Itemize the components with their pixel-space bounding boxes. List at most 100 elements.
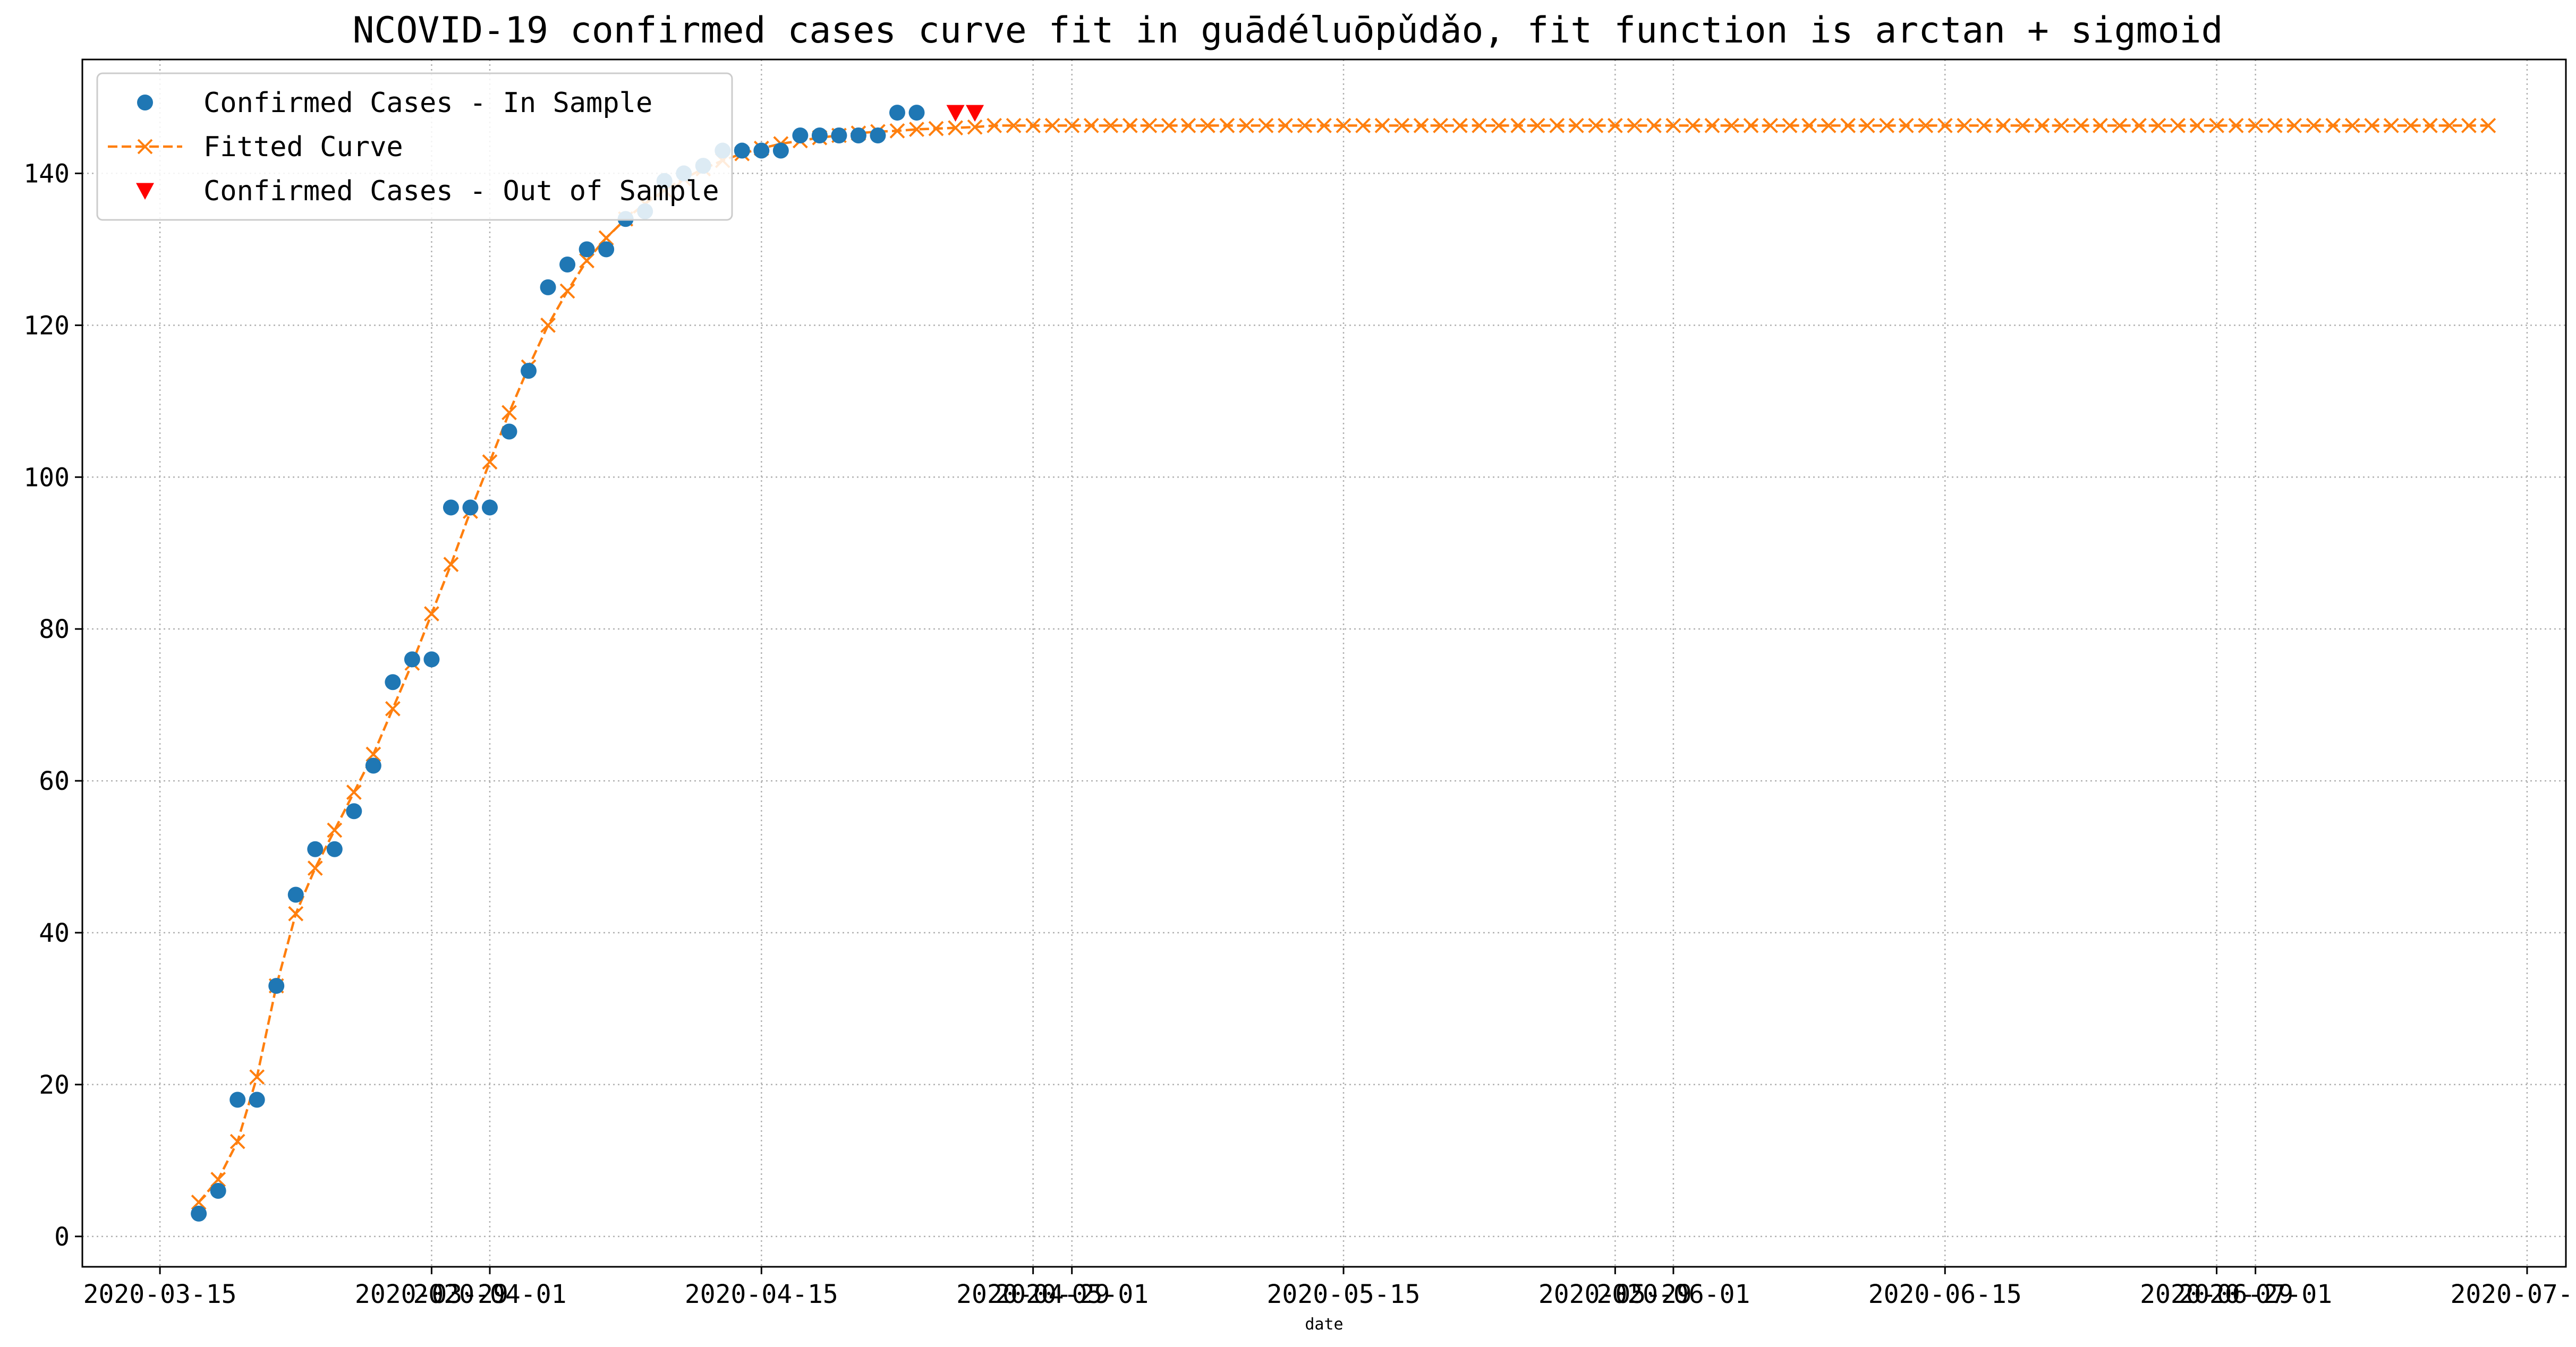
x-marker-stroke <box>1452 117 1468 133</box>
fitted-curve-point <box>1976 117 1992 133</box>
x-marker-stroke <box>2461 117 2477 133</box>
fitted-curve-point <box>1685 117 1701 133</box>
x-marker-stroke <box>1898 117 1914 133</box>
x-marker-stroke <box>889 123 905 139</box>
fitted-curve-point <box>2053 117 2069 133</box>
fitted-curve-point <box>1258 117 1274 133</box>
fitted-curve-point <box>385 701 401 717</box>
x-marker-stroke <box>967 119 983 135</box>
x-marker-stroke <box>385 701 401 717</box>
fitted-curve-point <box>1044 117 1060 133</box>
fitted-curve-point <box>2383 117 2399 133</box>
x-marker-stroke <box>1976 117 1992 133</box>
x-marker-stroke <box>1937 117 1953 133</box>
x-marker-stroke <box>1568 117 1584 133</box>
x-marker-stroke <box>2150 117 2166 133</box>
x-marker-stroke <box>1685 117 1701 133</box>
x-marker-stroke <box>1704 117 1720 133</box>
fitted-curve-point <box>889 123 905 139</box>
fitted-curve-point <box>2014 117 2030 133</box>
x-marker-stroke <box>2403 117 2419 133</box>
fitted-curve-point <box>1316 117 1332 133</box>
fitted-curve-point <box>1180 117 1196 133</box>
legend-entry-out-of-sample: Confirmed Cases - Out of Sample <box>136 175 719 207</box>
x-marker-stroke <box>288 906 304 922</box>
x-marker-stroke <box>2306 117 2322 133</box>
out-of-sample-point <box>966 105 984 122</box>
fitted-curve-point <box>1006 117 1022 133</box>
x-marker-stroke <box>1200 117 1215 133</box>
x-tick-label: 2020-04-29 <box>956 1280 1110 1309</box>
fitted-curve-point <box>948 120 963 136</box>
x-marker-stroke <box>1724 117 1739 133</box>
legend-marker-circle <box>137 95 153 110</box>
x-marker-stroke <box>2170 117 2186 133</box>
in-sample-point <box>579 241 595 258</box>
fitted-curve-point <box>1103 117 1119 133</box>
x-marker-stroke <box>1336 117 1351 133</box>
x-marker-stroke <box>1122 117 1138 133</box>
fitted-curve-point <box>443 557 459 573</box>
in-sample-point <box>540 279 556 295</box>
fitted-curve-point <box>928 121 944 137</box>
x-marker-stroke <box>579 253 595 269</box>
y-tick-label: 120 <box>23 311 70 340</box>
fitted-curve-line <box>198 124 2488 1203</box>
fitted-curve-point <box>307 860 323 876</box>
in-sample-point <box>307 841 324 857</box>
x-marker-stroke <box>365 746 381 762</box>
in-sample-point <box>229 1092 246 1108</box>
x-marker-stroke <box>1355 117 1371 133</box>
fitted-curve-point <box>1374 117 1390 133</box>
x-marker-stroke <box>1588 117 1604 133</box>
fitted-curve-point <box>1433 117 1449 133</box>
y-tick-label: 80 <box>39 615 70 644</box>
x-marker-stroke <box>2267 117 2283 133</box>
fitted-curve-point <box>210 1172 226 1188</box>
x-marker-stroke <box>928 121 944 137</box>
in-sample-point <box>210 1183 226 1199</box>
fitted-curve-point <box>1859 117 1875 133</box>
x-marker-stroke <box>2383 117 2399 133</box>
x-marker-stroke <box>2189 117 2205 133</box>
x-marker-stroke <box>1665 117 1681 133</box>
fitted-curve-point <box>967 119 983 135</box>
x-marker-stroke <box>909 122 924 137</box>
out-of-sample-series <box>946 105 984 122</box>
x-marker-stroke <box>1374 117 1390 133</box>
x-marker-stroke <box>2442 117 2458 133</box>
fitted-curve-point <box>501 405 517 421</box>
fitted-curve-point <box>2073 117 2089 133</box>
x-marker-stroke <box>2209 117 2224 133</box>
x-marker-stroke <box>1433 117 1449 133</box>
fitted-curve-point <box>1918 117 1934 133</box>
x-marker-stroke <box>2325 117 2341 133</box>
in-sample-point <box>753 142 770 159</box>
x-marker-stroke <box>1083 117 1099 133</box>
fitted-curve-point <box>1801 117 1817 133</box>
fitted-curve-point <box>1336 117 1351 133</box>
fitted-curve-point <box>1995 117 2011 133</box>
x-marker-stroke <box>1549 117 1565 133</box>
x-marker-stroke <box>1879 117 1895 133</box>
x-marker-stroke <box>2480 117 2496 133</box>
legend-entry-in-sample: Confirmed Cases - In Sample <box>137 87 652 119</box>
in-sample-point <box>385 674 401 690</box>
fitted-curve-point <box>1743 117 1759 133</box>
x-marker-stroke <box>1840 117 1856 133</box>
x-axis-label: date <box>1305 1315 1343 1334</box>
fitted-curve-point <box>2306 117 2322 133</box>
x-marker-stroke <box>1529 117 1545 133</box>
fitted-curve-point <box>1355 117 1371 133</box>
fitted-curve-point <box>327 822 343 838</box>
fitted-curve-point <box>1665 117 1681 133</box>
x-marker-stroke <box>1394 117 1410 133</box>
x-marker-stroke <box>2073 117 2089 133</box>
x-marker-stroke <box>1782 117 1798 133</box>
x-tick-label: 2020-04-01 <box>413 1280 567 1309</box>
x-marker-stroke <box>1103 117 1119 133</box>
fitted-curve-point <box>1782 117 1798 133</box>
in-sample-point <box>831 127 847 143</box>
y-tick-label: 40 <box>39 918 70 948</box>
fitted-curve-point <box>2228 117 2244 133</box>
